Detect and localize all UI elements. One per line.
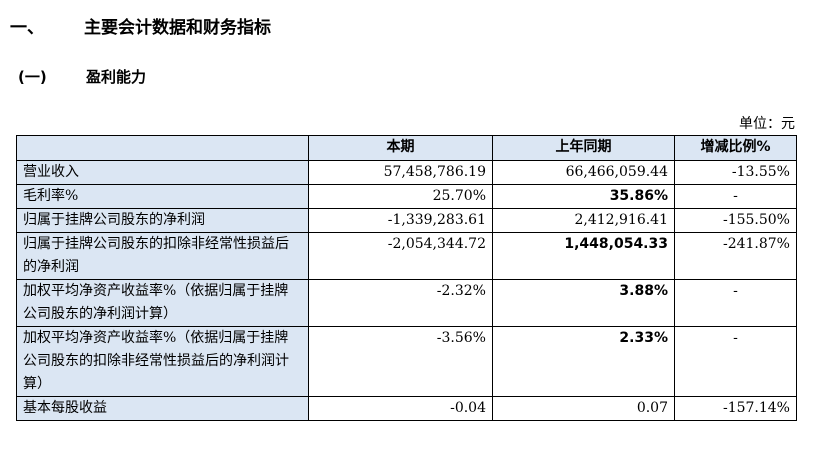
table-row: 归属于挂牌公司股东的扣除非经常性损益后的净利润 -2,054,344.72 1,… [16, 232, 797, 280]
change-value: - [674, 184, 797, 209]
table-row: 毛利率% 25.70% 35.86% - [16, 184, 797, 209]
row-label: 营业收入 [16, 160, 309, 185]
row-label: 加权平均净资产收益率%（依据归属于挂牌公司股东的净利润计算） [16, 279, 309, 327]
change-value: -155.50% [674, 208, 797, 233]
table-row: 加权平均净资产收益率%（依据归属于挂牌公司股东的扣除非经常性损益后的净利润计算）… [16, 326, 797, 397]
unit-label: 单位：元 [739, 116, 795, 132]
previous-value: 2,412,916.41 [492, 208, 675, 233]
current-value: -2,054,344.72 [308, 232, 493, 280]
section-heading: 一、 主要会计数据和财务指标 [10, 13, 271, 38]
previous-value: 2.33% [492, 326, 675, 397]
table-header-row: 本期 上年同期 增减比例% [16, 135, 797, 161]
change-value: - [674, 279, 797, 327]
table-row: 营业收入 57,458,786.19 66,466,059.44 -13.55% [16, 160, 797, 185]
current-value: -2.32% [308, 279, 493, 327]
previous-value: 66,466,059.44 [492, 160, 675, 185]
row-label: 归属于挂牌公司股东的净利润 [16, 208, 309, 233]
subsection-title: 盈利能力 [86, 68, 147, 86]
table-row: 加权平均净资产收益率%（依据归属于挂牌公司股东的净利润计算） -2.32% 3.… [16, 279, 797, 327]
previous-value: 1,448,054.33 [492, 232, 675, 280]
current-value: -0.04 [308, 396, 493, 421]
row-label: 归属于挂牌公司股东的扣除非经常性损益后的净利润 [16, 232, 309, 280]
financial-indicators-table: 本期 上年同期 增减比例% 营业收入 57,458,786.19 66,466,… [16, 135, 797, 421]
change-value: - [674, 326, 797, 397]
section-title: 主要会计数据和财务指标 [84, 18, 271, 38]
subsection-heading: (一) 盈利能力 [18, 66, 146, 87]
row-label: 基本每股收益 [16, 396, 309, 421]
header-item [16, 135, 309, 161]
row-label: 毛利率% [16, 184, 309, 209]
section-number: 一、 [10, 18, 44, 38]
previous-value: 35.86% [492, 184, 675, 209]
header-current-period: 本期 [308, 135, 493, 161]
header-previous-period: 上年同期 [492, 135, 675, 161]
header-change-ratio: 增减比例% [674, 135, 797, 161]
subsection-number: (一) [18, 68, 47, 86]
current-value: 25.70% [308, 184, 493, 209]
change-value: -13.55% [674, 160, 797, 185]
table-row: 归属于挂牌公司股东的净利润 -1,339,283.61 2,412,916.41… [16, 208, 797, 233]
current-value: 57,458,786.19 [308, 160, 493, 185]
current-value: -1,339,283.61 [308, 208, 493, 233]
current-value: -3.56% [308, 326, 493, 397]
change-value: -157.14% [674, 396, 797, 421]
row-label: 加权平均净资产收益率%（依据归属于挂牌公司股东的扣除非经常性损益后的净利润计算） [16, 326, 309, 397]
change-value: -241.87% [674, 232, 797, 280]
table-row: 基本每股收益 -0.04 0.07 -157.14% [16, 396, 797, 421]
previous-value: 3.88% [492, 279, 675, 327]
previous-value: 0.07 [492, 396, 675, 421]
